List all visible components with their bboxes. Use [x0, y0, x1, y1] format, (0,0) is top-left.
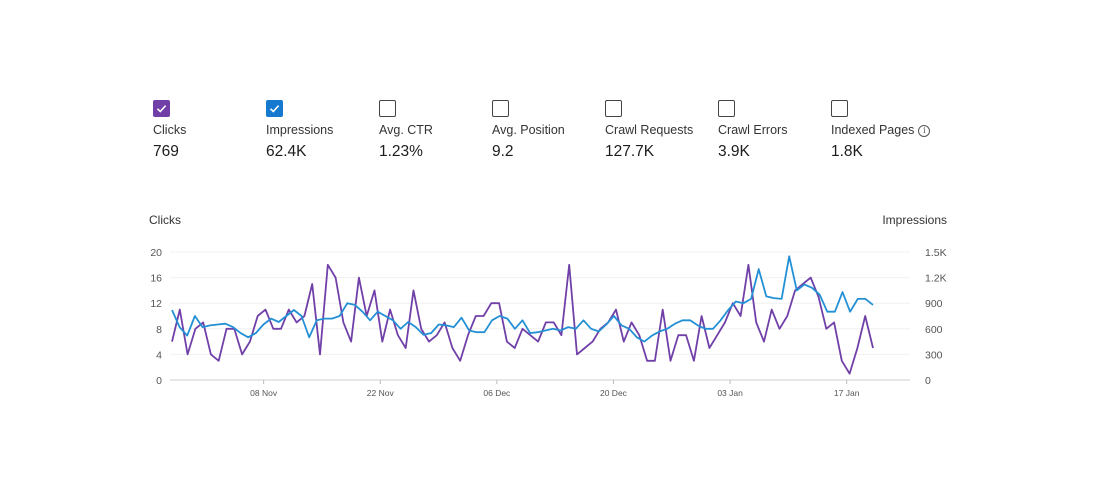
- checkbox-unchecked-icon[interactable]: [492, 100, 509, 117]
- y-left-tick-label: 0: [156, 375, 162, 387]
- metric-label: Crawl Requests: [605, 123, 694, 137]
- y-right-tick-label: 900: [925, 298, 943, 310]
- x-tick-label: 06 Dec: [483, 388, 511, 398]
- metric-label: Clicks: [153, 123, 187, 137]
- metric-selector: Clicks 769 Impressions 62.4K Avg. CTR 1.…: [153, 98, 953, 168]
- y-axis-left-title: Clicks: [149, 213, 181, 227]
- checkbox-unchecked-icon[interactable]: [718, 100, 735, 117]
- metric-crawl-errors[interactable]: Crawl Errors 3.9K: [718, 98, 828, 168]
- checkbox-unchecked-icon[interactable]: [379, 100, 396, 117]
- y-axis-right-title: Impressions: [882, 213, 947, 227]
- metric-clicks[interactable]: Clicks 769: [153, 98, 263, 168]
- checkbox-checked-icon[interactable]: [266, 100, 283, 117]
- series-line-clicks: [171, 263, 874, 375]
- y-left-tick-label: 16: [150, 273, 162, 285]
- y-left-tick-label: 12: [150, 298, 162, 310]
- metric-label: Indexed Pages i: [831, 123, 931, 137]
- metric-value: 9.2: [492, 143, 514, 160]
- y-left-tick-label: 20: [150, 247, 162, 259]
- metric-avg-ctr[interactable]: Avg. CTR 1.23%: [379, 98, 489, 168]
- metric-avg-position[interactable]: Avg. Position 9.2: [492, 98, 602, 168]
- metric-value: 3.9K: [718, 143, 750, 160]
- y-right-tick-label: 1.2K: [925, 273, 947, 285]
- metric-value: 62.4K: [266, 143, 307, 160]
- x-tick-label: 08 Nov: [250, 388, 278, 398]
- metric-label-text: Indexed Pages: [831, 123, 915, 137]
- checkbox-unchecked-icon[interactable]: [831, 100, 848, 117]
- y-right-tick-label: 1.5K: [925, 247, 947, 259]
- metric-crawl-requests[interactable]: Crawl Requests 127.7K: [605, 98, 715, 168]
- y-left-tick-label: 4: [156, 349, 162, 361]
- metric-indexed-pages[interactable]: Indexed Pages i 1.8K: [831, 98, 941, 168]
- x-tick-label: 03 Jan: [717, 388, 743, 398]
- y-right-tick-label: 300: [925, 349, 943, 361]
- metric-value: 1.8K: [831, 143, 863, 160]
- metric-label: Avg. Position: [492, 123, 565, 137]
- x-tick-label: 22 Nov: [367, 388, 395, 398]
- checkbox-unchecked-icon[interactable]: [605, 100, 622, 117]
- metric-label: Impressions: [266, 123, 334, 137]
- y-left-tick-label: 8: [156, 324, 162, 336]
- metric-impressions[interactable]: Impressions 62.4K: [266, 98, 376, 168]
- metric-label: Crawl Errors: [718, 123, 788, 137]
- y-right-tick-label: 0: [925, 375, 931, 387]
- x-tick-label: 17 Jan: [834, 388, 860, 398]
- y-right-tick-label: 600: [925, 324, 943, 336]
- metric-label: Avg. CTR: [379, 123, 433, 137]
- x-tick-label: 20 Dec: [600, 388, 628, 398]
- checkbox-checked-icon[interactable]: [153, 100, 170, 117]
- metric-value: 127.7K: [605, 143, 655, 160]
- metric-value: 1.23%: [379, 143, 423, 160]
- info-icon[interactable]: i: [918, 125, 931, 137]
- series-line-impressions: [171, 255, 874, 343]
- metric-value: 769: [153, 143, 179, 160]
